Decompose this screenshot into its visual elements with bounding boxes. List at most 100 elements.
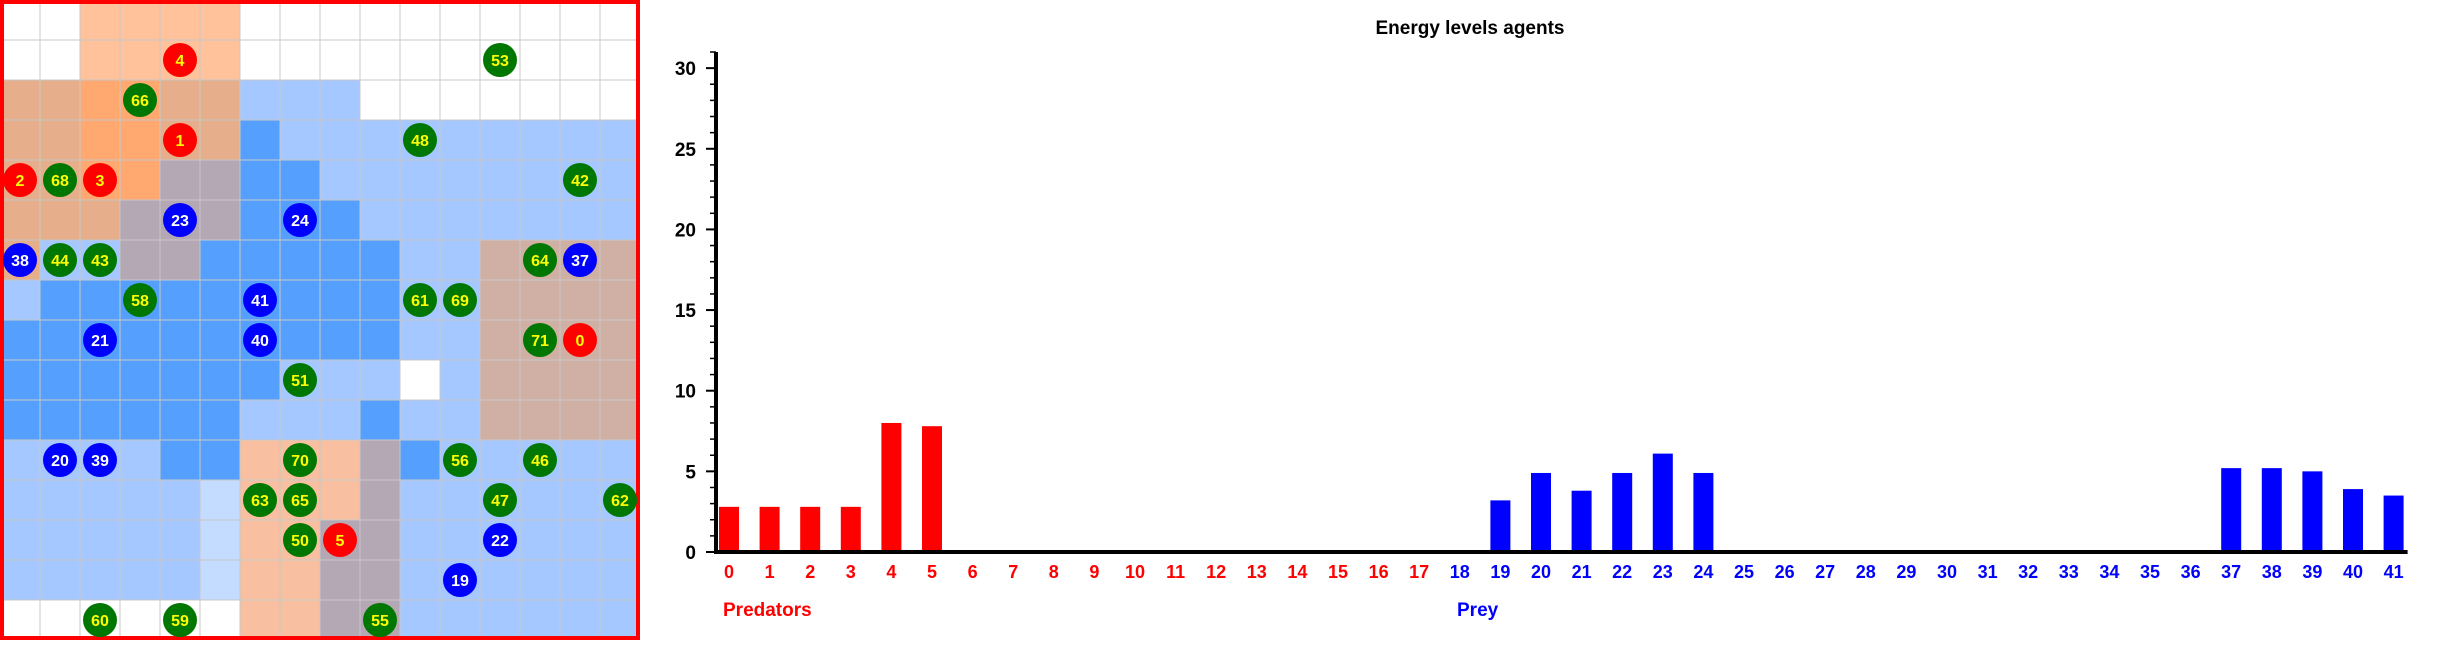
- agent-id-label: 4: [176, 53, 185, 70]
- bar-agent-37: [2221, 468, 2242, 552]
- predator-marker: [3, 163, 37, 197]
- grid-cell: [319, 239, 361, 281]
- grid-cell: [199, 519, 241, 561]
- prey-agent-40: 40: [243, 323, 277, 357]
- grid-cell: [399, 359, 441, 401]
- grid-cell: [559, 0, 601, 41]
- food-agent-46: 46: [523, 443, 557, 477]
- grid-cell: [279, 159, 321, 201]
- grid-cell: [479, 0, 521, 41]
- prey-marker: [3, 243, 37, 277]
- agent-id-label: 65: [291, 493, 309, 510]
- grid-cell: [439, 119, 481, 161]
- food-marker: [403, 283, 437, 317]
- prey-agent-38: 38: [3, 243, 37, 277]
- grid-cell: [359, 399, 401, 441]
- prey-marker: [43, 443, 77, 477]
- x-tick-label: 33: [2059, 562, 2079, 582]
- food-marker: [603, 483, 637, 517]
- grid-cell: [599, 79, 641, 121]
- agent-id-label: 68: [51, 173, 69, 190]
- grid-cell: [199, 439, 241, 481]
- grid-cell: [199, 359, 241, 401]
- grid-cell: [399, 519, 441, 561]
- food-marker: [443, 443, 477, 477]
- bar-agent-2: [800, 506, 821, 552]
- grid-cell: [39, 599, 81, 641]
- grid-cell: [199, 79, 241, 121]
- grid-cell: [439, 399, 481, 441]
- agent-id-label: 63: [251, 493, 269, 510]
- bar-agent-39: [2302, 471, 2323, 552]
- grid-cell: [119, 319, 161, 361]
- grid-cell: [199, 279, 241, 321]
- grid-cell: [479, 79, 521, 121]
- agent-id-label: 56: [451, 453, 469, 470]
- grid-cell: [359, 519, 401, 561]
- grid-cell: [0, 479, 41, 521]
- grid-cell: [119, 0, 161, 41]
- grid-cell: [359, 199, 401, 241]
- agent-id-label: 71: [531, 333, 549, 350]
- grid-cell: [239, 79, 281, 121]
- grid-cell: [519, 599, 561, 641]
- predator-agent-0: 0: [563, 323, 597, 357]
- food-agent-58: 58: [123, 283, 157, 317]
- grid-cell: [239, 399, 281, 441]
- energy-bar-chart: Energy levels agents Predators Prey 0510…: [675, 18, 2408, 621]
- food-marker: [243, 483, 277, 517]
- grid-cell: [479, 559, 521, 601]
- x-tick-label: 9: [1089, 562, 1099, 582]
- x-tick-label: 3: [846, 562, 856, 582]
- grid-cell: [519, 399, 561, 441]
- food-agent-69: 69: [443, 283, 477, 317]
- grid-cell: [159, 479, 201, 521]
- grid-cell: [239, 519, 281, 561]
- x-tick-label: 24: [1693, 562, 1713, 582]
- legend-prey: Prey: [1457, 600, 1499, 621]
- grid-cell: [519, 479, 561, 521]
- grid-cell: [159, 399, 201, 441]
- agent-id-label: 19: [451, 573, 469, 590]
- prey-marker: [243, 283, 277, 317]
- grid-cell: [519, 159, 561, 201]
- x-tick-label: 28: [1856, 562, 1876, 582]
- grid-cell: [599, 159, 641, 201]
- predator-agent-5: 5: [323, 523, 357, 557]
- grid-cell: [119, 39, 161, 81]
- agent-id-label: 59: [171, 613, 189, 630]
- x-tick-label: 14: [1287, 562, 1307, 582]
- grid-cell: [159, 239, 201, 281]
- grid-cell: [199, 39, 241, 81]
- grid-cell: [39, 319, 81, 361]
- grid-cell: [319, 0, 361, 41]
- grid-cell: [159, 559, 201, 601]
- grid-cell: [399, 559, 441, 601]
- agent-id-label: 0: [576, 333, 585, 350]
- prey-agent-23: 23: [163, 203, 197, 237]
- grid-cell: [159, 439, 201, 481]
- grid-cell: [79, 399, 121, 441]
- grid-cell: [319, 359, 361, 401]
- grid-cell: [119, 479, 161, 521]
- agent-id-label: 58: [131, 293, 149, 310]
- grid-cell: [319, 399, 361, 441]
- food-agent-55: 55: [363, 603, 397, 637]
- grid-cell: [279, 119, 321, 161]
- grid-cell: [519, 199, 561, 241]
- grid-cell: [559, 79, 601, 121]
- x-tick-label: 31: [1978, 562, 1998, 582]
- grid-cell: [279, 0, 321, 41]
- food-marker: [123, 83, 157, 117]
- grid-cell: [0, 559, 41, 601]
- agent-id-label: 61: [411, 293, 429, 310]
- x-tick-label: 41: [2384, 562, 2404, 582]
- grid-cell: [79, 359, 121, 401]
- grid-cell: [559, 119, 601, 161]
- food-agent-50: 50: [283, 523, 317, 557]
- x-tick-label: 19: [1490, 562, 1510, 582]
- grid-cell: [479, 359, 521, 401]
- agent-id-label: 5: [336, 533, 345, 550]
- grid-cell: [599, 319, 641, 361]
- food-agent-63: 63: [243, 483, 277, 517]
